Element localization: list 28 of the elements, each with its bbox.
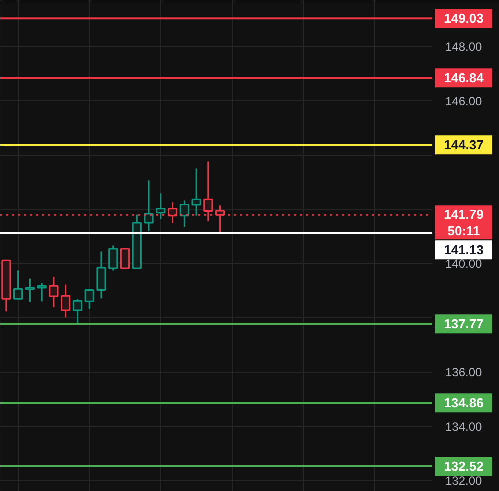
ref-line-label: 146.84 xyxy=(444,70,485,86)
candlestick xyxy=(192,168,202,217)
y-tick-label: 134.00 xyxy=(446,420,483,434)
ref-line-label: 134.86 xyxy=(444,396,484,411)
ref-line-label: 137.77 xyxy=(444,316,484,332)
y-tick-label: 148.00 xyxy=(446,40,483,54)
ref-line-label: 132.52 xyxy=(444,459,484,474)
candlestick xyxy=(96,250,106,300)
ref-line-label: 141.79 50:11 xyxy=(444,206,484,238)
y-tick-label: 140.00 xyxy=(446,257,483,272)
candlestick xyxy=(84,288,94,310)
candlestick xyxy=(37,282,47,302)
y-tick-label: 146.00 xyxy=(446,94,483,108)
candlestick xyxy=(120,247,130,270)
candlestick xyxy=(72,298,83,326)
y-tick-label: 132.00 xyxy=(446,474,483,488)
candlestick xyxy=(180,200,190,228)
candlestick xyxy=(14,270,24,300)
ref-line-label: 141.13 xyxy=(444,242,484,258)
candlestick xyxy=(144,180,154,232)
candlestick xyxy=(156,192,166,220)
ref-line-label: 149.03 xyxy=(444,11,484,26)
candlestick xyxy=(25,278,35,304)
ref-line-label: 144.37 xyxy=(444,138,484,153)
candlestick xyxy=(61,284,71,318)
y-tick-label: 136.00 xyxy=(446,366,483,380)
candlestick xyxy=(49,276,59,308)
candlestick xyxy=(108,244,118,272)
